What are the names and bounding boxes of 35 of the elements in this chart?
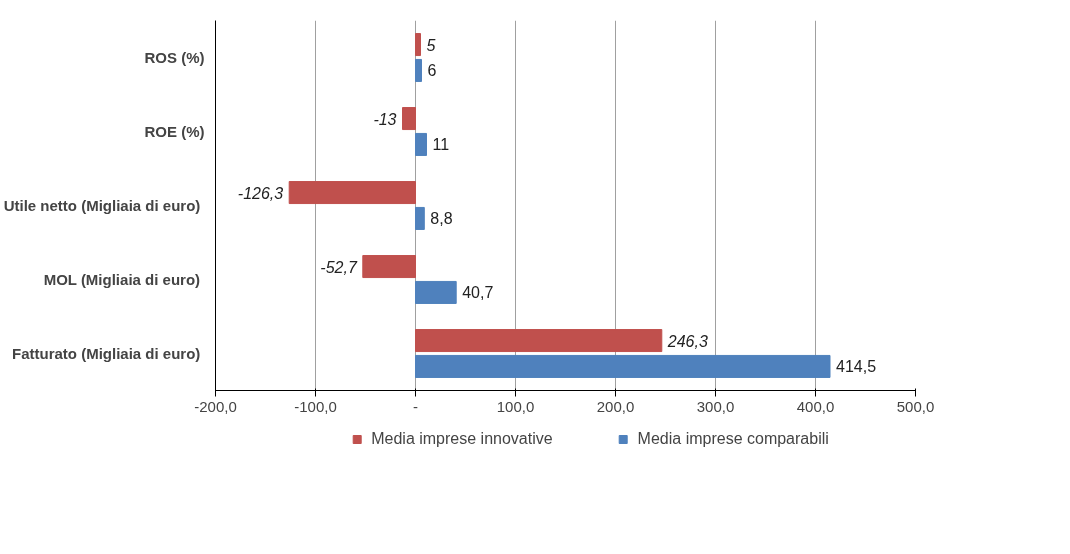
bar — [415, 206, 425, 230]
bar — [415, 329, 663, 353]
legend-label: Media imprese innovative — [371, 430, 553, 448]
bar — [415, 354, 831, 378]
bar — [362, 255, 416, 279]
data-label: 11 — [432, 136, 450, 154]
bar — [415, 33, 421, 57]
data-label: -13 — [373, 110, 397, 128]
x-tick-label: 300,0 — [696, 397, 735, 415]
bar — [415, 280, 457, 304]
data-label: -126,3 — [237, 184, 284, 202]
bar — [415, 58, 422, 82]
bar — [288, 181, 416, 205]
y-tick-label: MOL (Migliaia di euro) — [43, 271, 201, 288]
data-label: -52,7 — [320, 258, 358, 276]
bar — [415, 132, 427, 156]
y-tick-label: ROE (%) — [144, 123, 205, 140]
x-tick-label: 100,0 — [496, 397, 535, 415]
data-label: 8,8 — [430, 210, 453, 228]
data-label: 414,5 — [836, 358, 877, 376]
legend-label: Media imprese comparabili — [637, 430, 829, 448]
data-label: 6 — [427, 62, 437, 80]
y-tick-label: Utile netto (Migliaia di euro) — [3, 197, 201, 214]
x-tick-label: - — [413, 397, 418, 415]
x-tick-label: 200,0 — [596, 397, 635, 415]
y-tick-label: Fatturato (Migliaia di euro) — [12, 345, 201, 362]
data-label: 246,3 — [666, 332, 708, 350]
y-tick-label: ROS (%) — [144, 49, 205, 66]
x-tick-label: -200,0 — [194, 397, 237, 415]
x-tick-label: -100,0 — [294, 397, 337, 415]
bar — [402, 107, 416, 131]
x-tick-label: 400,0 — [796, 397, 835, 415]
x-tick-label: 500,0 — [896, 397, 935, 415]
data-label: 5 — [426, 36, 436, 54]
data-label: 40,7 — [462, 284, 494, 302]
